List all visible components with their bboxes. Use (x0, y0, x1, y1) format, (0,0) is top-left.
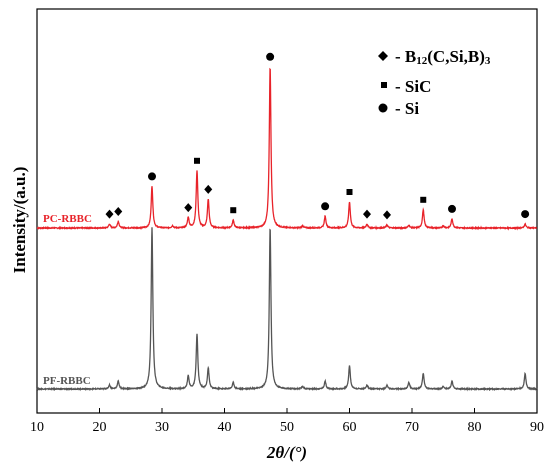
legend: - B12(C,Si,B)3 - SiC - Si (378, 47, 491, 118)
phase-marker-diamond (114, 207, 123, 216)
phase-marker-circle (448, 204, 456, 213)
x-tick-label: 20 (93, 420, 107, 435)
y-axis-title: Intensity/(a.u.) (10, 167, 29, 274)
legend-label-sic: - SiC (395, 77, 431, 96)
phase-marker-diamond (363, 209, 371, 219)
x-tick-label: 60 (343, 420, 357, 435)
phase-marker-diamond (105, 209, 114, 219)
phase-marker-square (420, 196, 427, 203)
legend-circle-marker (378, 103, 388, 113)
x-tick-label: 70 (405, 420, 419, 435)
legend-diamond-marker (378, 51, 388, 61)
legend-square-marker (381, 82, 387, 88)
series-line-pc-rbbc (36, 67, 538, 231)
plot-frame (36, 8, 538, 414)
x-tick-label: 30 (155, 420, 169, 435)
x-tick-label: 90 (530, 420, 544, 435)
phase-marker-square (194, 157, 200, 164)
phase-marker-diamond (383, 210, 391, 220)
phase-marker-square (230, 207, 237, 214)
phase-marker-square (346, 189, 353, 195)
x-tick-label: 80 (468, 420, 482, 435)
series-label-pc-rbbc: PC-RBBC (43, 213, 92, 225)
phase-marker-diamond (184, 203, 193, 213)
phase-marker-circle (148, 172, 156, 181)
x-axis: 10 20 30 40 50 60 70 80 90 (30, 408, 544, 435)
legend-label-b12csib3: - B12(C,Si,B)3 (395, 47, 491, 67)
x-axis-title: 2θ/(°) (266, 443, 307, 462)
x-tick-label: 10 (30, 420, 44, 435)
x-tick-label: 50 (280, 420, 294, 435)
plot-border (36, 8, 538, 414)
marker-layer (105, 52, 530, 220)
legend-label-si: - Si (395, 99, 419, 118)
phase-marker-diamond (204, 184, 213, 194)
x-tick-label: 40 (218, 420, 232, 435)
phase-marker-circle (266, 52, 275, 61)
series-line-pf-rbbc (36, 227, 538, 392)
series-label-pf-rbbc: PF-RBBC (43, 375, 91, 387)
series-layer (36, 67, 538, 392)
phase-marker-circle (521, 210, 530, 219)
phase-marker-circle (321, 202, 330, 211)
